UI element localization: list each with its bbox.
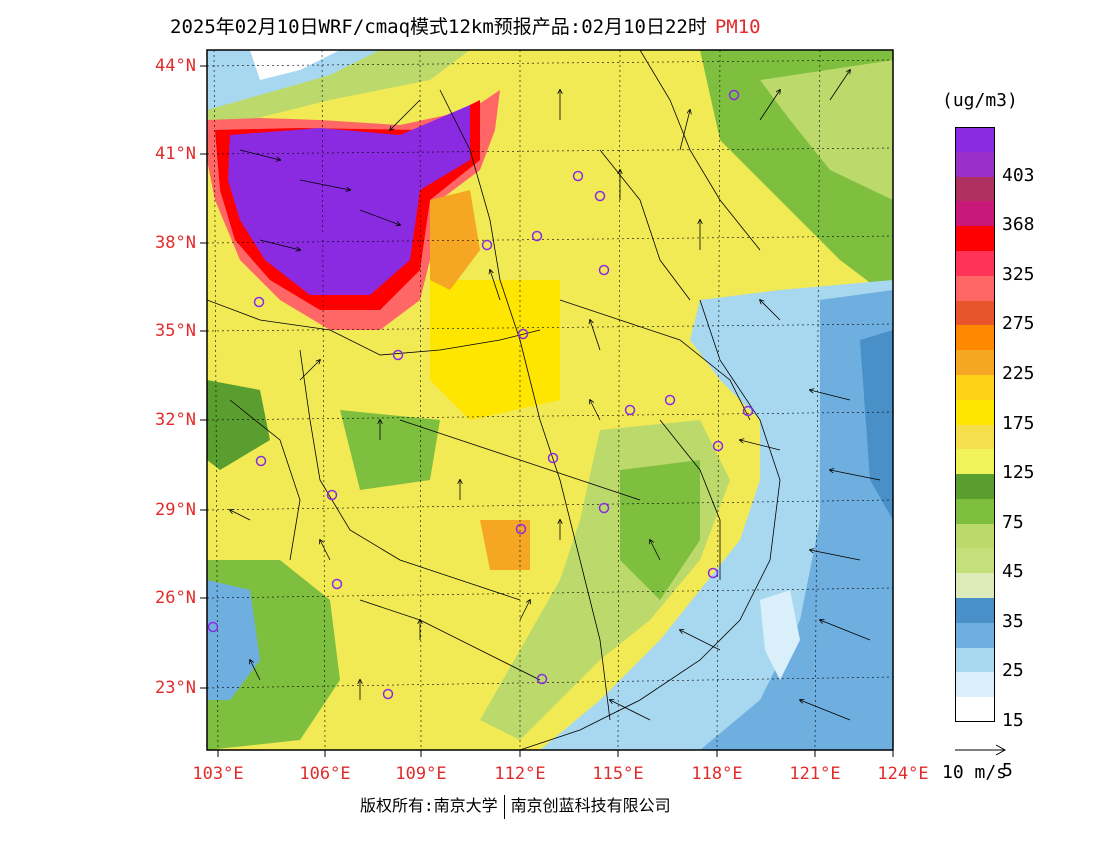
colorbar-swatch (955, 300, 995, 326)
colorbar-swatch (955, 647, 995, 673)
colorbar-swatch (955, 573, 995, 599)
colorbar-swatch (955, 127, 995, 153)
colorbar-label: 325 (1002, 263, 1035, 285)
colorbar-swatch (955, 374, 995, 401)
lon-label-106: 106°E (299, 764, 351, 784)
colorbar-label: 35 (1002, 610, 1024, 632)
lon-label-115: 115°E (592, 764, 644, 784)
colorbar-frame (955, 127, 995, 722)
title-text: 2025年02月10日WRF/cmaq模式12km预报产品:02月10日22时 (170, 16, 707, 38)
lon-label-103: 103°E (192, 764, 244, 784)
colorbar-label: 125 (1002, 462, 1035, 484)
colorbar-label: 275 (1002, 313, 1035, 335)
colorbar-swatch (955, 350, 995, 376)
colorbar-swatch (955, 399, 995, 425)
lat-label-29: 29°N (155, 500, 196, 520)
colorbar-unit: (ug/m3) (942, 90, 1018, 111)
pm10-field (207, 50, 893, 750)
colorbar-swatch (955, 523, 995, 549)
lon-label-121: 121°E (789, 764, 841, 784)
colorbar-swatch (955, 325, 995, 351)
lat-label-26: 26°N (155, 588, 196, 608)
colorbar-swatch (955, 226, 995, 252)
footer-divider (503, 794, 505, 819)
map-frame (206, 49, 894, 751)
colorbar-swatch (955, 275, 995, 302)
lat-label-32: 32°N (155, 410, 196, 430)
lat-label-35: 35°N (155, 321, 196, 341)
colorbar-swatch (955, 622, 995, 649)
colorbar-swatch (955, 449, 995, 475)
colorbar-label: 403 (1002, 164, 1035, 186)
copyright-footer: 版权所有:南京大学 南京创蓝科技有限公司 (360, 792, 671, 819)
colorbar-label: 175 (1002, 412, 1035, 434)
colorbar-swatch (955, 176, 995, 202)
colorbar-label: 5 (1002, 759, 1013, 781)
lat-label-41: 41°N (155, 144, 196, 164)
colorbar-swatch (955, 250, 995, 277)
map-title: 2025年02月10日WRF/cmaq模式12km预报产品:02月10日22时 P… (170, 12, 761, 39)
colorbar-label: 25 (1002, 660, 1024, 682)
lon-label-124: 124°E (877, 764, 929, 784)
colorbar-swatch (955, 548, 995, 574)
lon-label-118: 118°E (691, 764, 743, 784)
colorbar-swatch (955, 598, 995, 624)
lon-label-109: 109°E (395, 764, 447, 784)
wind-reference-arrow (955, 744, 1007, 756)
city-markers (207, 89, 754, 700)
lat-label-23: 23°N (155, 678, 196, 698)
colorbar-swatch (955, 201, 995, 227)
colorbar-swatch (955, 474, 995, 500)
copyright-right: 南京创蓝科技有限公司 (510, 796, 671, 815)
colorbar-swatch (955, 697, 995, 723)
colorbar-label: 45 (1002, 561, 1024, 583)
wind-reference-label: 10 m/s (942, 762, 1008, 783)
province-borders (207, 50, 781, 750)
copyright-left: 版权所有:南京大学 (360, 796, 498, 815)
pollutant-label: PM10 (714, 16, 761, 38)
lat-label-44: 44°N (155, 56, 196, 76)
colorbar-label: 75 (1002, 511, 1024, 533)
grid-lines (207, 50, 893, 750)
colorbar-swatch (955, 151, 995, 178)
colorbar-label: 15 (1002, 710, 1024, 731)
colorbar-swatch (955, 424, 995, 450)
axis-ticks (200, 65, 894, 757)
wind-vectors (230, 70, 881, 721)
lat-label-38: 38°N (155, 233, 196, 253)
lon-label-112: 112°E (494, 764, 546, 784)
colorbar-label: 225 (1002, 362, 1035, 384)
colorbar-swatch (955, 672, 995, 698)
colorbar-swatch (955, 498, 995, 525)
colorbar-label: 368 (1002, 214, 1035, 236)
